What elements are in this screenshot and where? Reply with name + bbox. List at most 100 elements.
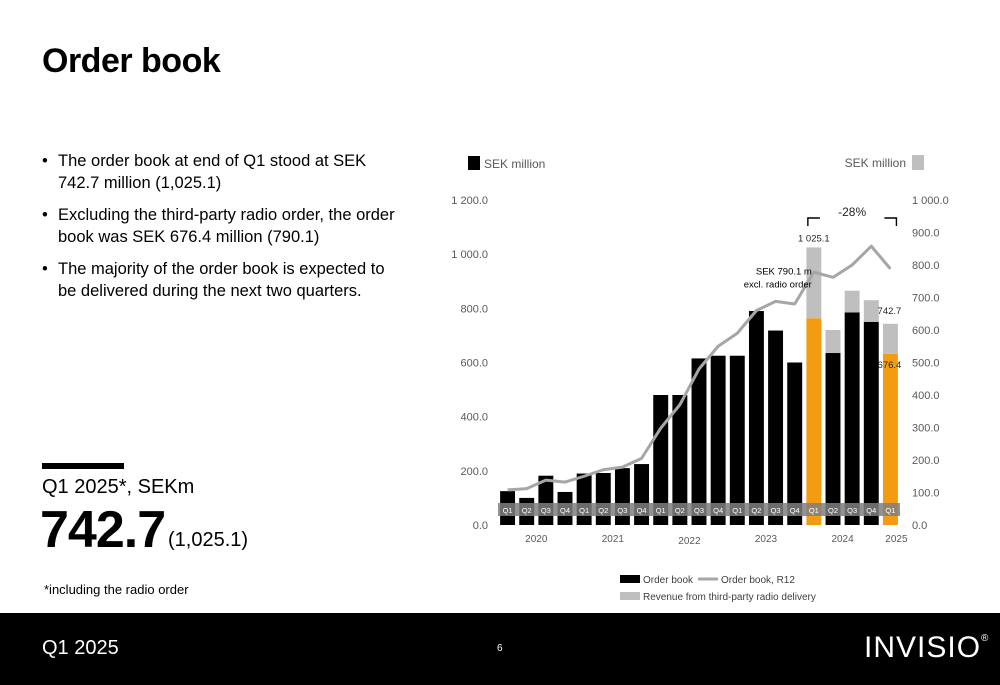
right-tick-label: 800.0 <box>912 260 940 272</box>
right-axis-swatch <box>912 155 924 170</box>
quarter-label: Q3 <box>541 506 551 515</box>
quarter-label: Q4 <box>713 506 723 515</box>
quarter-label: Q3 <box>847 506 857 515</box>
peak-value-label: 1 025.1 <box>798 233 830 244</box>
order-book-r12-line <box>507 244 892 492</box>
quarter-label: Q2 <box>598 506 608 515</box>
left-tick-label: 600.0 <box>460 358 488 370</box>
order-book-bar <box>614 468 630 525</box>
quarter-label: Q4 <box>790 506 800 515</box>
quarter-label: Q1 <box>503 506 513 515</box>
year-label: 2022 <box>678 536 701 547</box>
left-tick-label: 200.0 <box>460 466 488 478</box>
order-book-bar <box>863 321 879 525</box>
left-tick-label: 800.0 <box>460 303 488 315</box>
order-book-bar <box>748 311 764 525</box>
radio-revenue-bar <box>825 330 841 354</box>
kpi-label: Q1 2025*, SEKm <box>42 476 195 498</box>
left-tick-label: 1 000.0 <box>451 249 488 261</box>
order-book-bar <box>768 330 784 525</box>
legend-swatch-radio <box>620 592 640 600</box>
footnote: *including the radio order <box>44 582 189 597</box>
kpi-comparison: (1,025.1) <box>168 529 249 551</box>
year-label: 2025 <box>885 534 908 545</box>
right-tick-label: 1 000.0 <box>912 195 949 207</box>
change-bracket-right <box>884 217 898 226</box>
last-total-label: 742.7 <box>878 306 902 317</box>
radio-revenue-bar <box>882 323 898 354</box>
right-tick-label: 900.0 <box>912 228 940 240</box>
quarter-label: Q4 <box>866 506 876 515</box>
order-book-bar <box>710 355 726 525</box>
right-tick-label: 200.0 <box>912 455 940 467</box>
quarter-label: Q1 <box>732 506 742 515</box>
right-tick-label: 0.0 <box>912 520 927 532</box>
quarter-label: Q4 <box>637 506 647 515</box>
footer-bar: Q1 2025 6 INVISIO® <box>0 613 1000 685</box>
order-book-bar <box>825 353 841 525</box>
quarter-label: Q1 <box>656 506 666 515</box>
left-tick-label: 0.0 <box>473 520 488 532</box>
right-tick-label: 300.0 <box>912 423 940 435</box>
order-book-bar <box>729 355 745 525</box>
quarter-label: Q2 <box>751 506 761 515</box>
bullet-list: The order book at end of Q1 stood at SEK… <box>42 150 402 312</box>
logo-text: INVISIO <box>864 631 982 664</box>
legend-label: Order book, R12 <box>721 575 795 586</box>
quarter-band <box>498 503 900 516</box>
page-title: Order book <box>42 42 221 80</box>
order-book-chart: SEK million SEK million 0.0 200.0 400.0 600.0… <box>451 155 949 603</box>
right-axis-label: SEK million <box>845 156 906 170</box>
left-axis-label: SEK million <box>484 157 545 171</box>
quarter-label: Q1 <box>885 506 895 515</box>
year-label: 2024 <box>831 534 854 545</box>
page-number: 6 <box>497 643 503 654</box>
invisio-logo: INVISIO® <box>864 631 989 665</box>
quarter-label: Q2 <box>522 506 532 515</box>
excl-radio-note: excl. radio order <box>744 279 812 290</box>
right-tick-label: 700.0 <box>912 293 940 305</box>
order-book-bar <box>787 362 803 525</box>
change-label: -28% <box>838 205 866 219</box>
legend-swatch-order-book <box>620 575 640 583</box>
order-book-bar <box>806 318 822 525</box>
order-book-bar <box>672 395 688 525</box>
radio-revenue-bar <box>844 290 860 313</box>
quarter-label: Q3 <box>617 506 627 515</box>
footer-period: Q1 2025 <box>42 637 119 659</box>
change-bracket-left <box>807 217 820 226</box>
left-axis-swatch <box>468 156 480 170</box>
kpi-divider <box>42 463 124 469</box>
order-book-bar <box>691 358 707 525</box>
order-book-bar <box>653 395 669 525</box>
legend-label: Order book <box>643 575 694 586</box>
year-label: 2023 <box>755 534 778 545</box>
radio-revenue-bar <box>863 300 879 322</box>
right-tick-label: 100.0 <box>912 488 940 500</box>
order-book-bar <box>844 312 860 525</box>
excl-radio-note: SEK 790.1 m <box>756 266 812 277</box>
bullet-item: Excluding the third-party radio order, t… <box>42 204 402 248</box>
quarter-label: Q1 <box>809 506 819 515</box>
legend-label: Revenue from third-party radio delivery <box>643 592 816 603</box>
order-book-bar <box>576 473 592 525</box>
quarter-label: Q4 <box>560 506 570 515</box>
bullet-item: The majority of the order book is expect… <box>42 258 402 302</box>
order-book-bar <box>882 353 898 525</box>
right-tick-label: 500.0 <box>912 358 940 370</box>
year-label: 2021 <box>602 534 625 545</box>
quarter-label: Q2 <box>675 506 685 515</box>
registered-mark: ® <box>981 633 990 644</box>
left-tick-label: 1 200.0 <box>451 195 488 207</box>
quarter-label: Q3 <box>694 506 704 515</box>
radio-revenue-bar <box>806 247 822 319</box>
right-tick-label: 400.0 <box>912 390 940 402</box>
kpi-value: 742.7 <box>40 501 166 559</box>
quarter-label: Q1 <box>579 506 589 515</box>
bullet-item: The order book at end of Q1 stood at SEK… <box>42 150 402 194</box>
last-order-label: 676.4 <box>878 360 902 371</box>
order-book-bar <box>595 473 611 525</box>
left-tick-label: 400.0 <box>460 412 488 424</box>
quarter-label: Q2 <box>828 506 838 515</box>
right-tick-label: 600.0 <box>912 325 940 337</box>
